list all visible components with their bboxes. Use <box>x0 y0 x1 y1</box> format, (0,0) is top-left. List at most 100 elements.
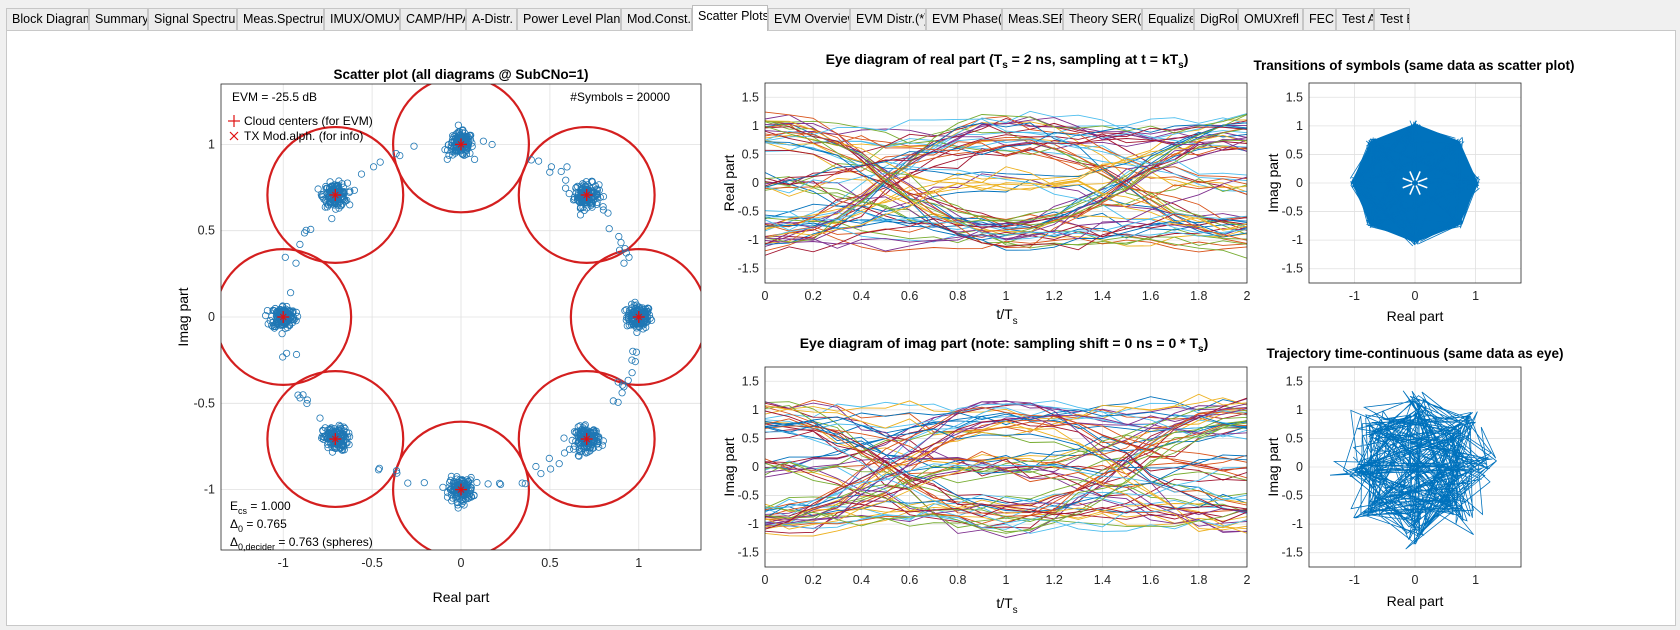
eye-real-xtick-label: 1.4 <box>1094 289 1111 303</box>
symbols-count: #Symbols = 20000 <box>570 90 670 104</box>
transitions-xtick-label: -1 <box>1349 289 1360 303</box>
tab-block-diagram[interactable]: Block Diagram* <box>6 8 89 30</box>
tab-evm-phase[interactable]: EVM Phase(*) <box>926 8 1002 30</box>
eye-real-xtick-label: 1 <box>1003 289 1010 303</box>
transitions-ytick-label: 1 <box>1296 119 1303 133</box>
eye-real-title: Eye diagram of real part (Ts = 2 ns, sam… <box>826 51 1189 71</box>
eye-real-ytick-label: 1.5 <box>742 90 759 104</box>
eye-imag-xtick-label: 1 <box>1003 573 1010 587</box>
tab-meas-ser[interactable]: Meas.SER* <box>1002 8 1063 30</box>
eye-real-xtick-label: 1.8 <box>1190 289 1207 303</box>
transitions-xtick-label: 0 <box>1412 289 1419 303</box>
eye-imag-xtick-label: 0.2 <box>805 573 822 587</box>
eye-real-xtick-label: 0 <box>762 289 769 303</box>
trajectory-xtick-label: -1 <box>1349 573 1360 587</box>
scatter-xtick-label: 0 <box>458 556 465 570</box>
scatter-ytick-label: 0 <box>208 310 215 324</box>
tab-omuxrefl[interactable]: OMUXrefl <box>1238 8 1303 30</box>
eye-real-ytick-label: 1 <box>752 119 759 133</box>
figure-canvas: -1 -0.5 0 0.5 1 -1 -0.5 0 0.5 1 Scatter plot (all… <box>7 31 1675 625</box>
scatter-plots-panel: -1 -0.5 0 0.5 1 -1 -0.5 0 0.5 1 Scatter plot (all… <box>6 30 1676 626</box>
eye-imag-xtick-label: 1.6 <box>1142 573 1159 587</box>
tab-test-a[interactable]: Test A <box>1336 8 1374 30</box>
scatter-title: Scatter plot (all diagrams @ SubCNo=1) <box>333 67 588 82</box>
eye-imag-xtick-label: 1.4 <box>1094 573 1111 587</box>
transitions-xlabel: Real part <box>1387 308 1444 324</box>
evm-readout: EVM = -25.5 dB <box>232 90 317 104</box>
scatter-ytick-label: 1 <box>208 137 215 151</box>
tab-power-level-plan[interactable]: Power Level Plan(*) <box>517 8 621 30</box>
eye-imag-xtick-label: 0 <box>762 573 769 587</box>
eye-imag-ytick-label: -0.5 <box>737 489 759 503</box>
trajectory-ylabel: Imag part <box>1265 437 1281 496</box>
trajectory-ytick-label: 1 <box>1296 403 1303 417</box>
tab-equalizer[interactable]: Equalizer <box>1142 8 1194 30</box>
tab-summary[interactable]: Summary <box>89 8 148 30</box>
tab-meas-spectrum[interactable]: Meas.Spectrum <box>237 8 324 30</box>
transitions-ytick-label: 0.5 <box>1286 147 1303 161</box>
eye-real-xtick-label: 0.4 <box>853 289 870 303</box>
eye-imag-ylabel: Imag part <box>721 437 737 496</box>
eye-imag-xlabel: t/Ts <box>996 595 1017 616</box>
scatter-legend: Cloud centers (for EVM) TX Mod.alph. (fo… <box>228 114 373 143</box>
trajectory-ytick-label: -0.5 <box>1281 489 1303 503</box>
trajectory-ytick-label: 1.5 <box>1286 374 1303 388</box>
trajectory-xtick-label: 1 <box>1472 573 1479 587</box>
transitions-title: Transitions of symbols (same data as sca… <box>1253 58 1574 73</box>
trajectory-ytick-label: 0 <box>1296 460 1303 474</box>
eye-imag-xtick-label: 1.8 <box>1190 573 1207 587</box>
transitions-ytick-label: -1.5 <box>1281 262 1303 276</box>
eye-real-ytick-label: 0 <box>752 176 759 190</box>
eye-real-ytick-label: -1 <box>748 233 759 247</box>
legend-tx-alphabet: TX Mod.alph. (for info) <box>244 129 363 143</box>
transitions-ytick-label: -1 <box>1292 233 1303 247</box>
tab-scatter-plots[interactable]: Scatter Plots* <box>692 5 768 31</box>
tab-camp-hpa[interactable]: CAMP/HPA <box>400 8 466 30</box>
trajectory-xtick-label: 0 <box>1412 573 1419 587</box>
trajectory-ytick-label: 0.5 <box>1286 431 1303 445</box>
eye-real-xtick-label: 0.2 <box>805 289 822 303</box>
scatter-ylabel: Imag part <box>175 287 191 346</box>
eye-imag-ytick-label: 1.5 <box>742 374 759 388</box>
tab-fec[interactable]: FEC <box>1303 8 1336 30</box>
trajectory-title: Trajectory time-continuous (same data as… <box>1266 346 1563 361</box>
eye-imag-title: Eye diagram of imag part (note: sampling… <box>800 335 1209 355</box>
tab-signal-spectrum[interactable]: Signal Spectrum <box>148 8 237 30</box>
tab-test-b[interactable]: Test B <box>1374 8 1410 30</box>
eye-real-ytick-label: -0.5 <box>737 205 759 219</box>
eye-imag-xtick-label: 0.4 <box>853 573 870 587</box>
transitions-xtick-label: 1 <box>1472 289 1479 303</box>
scatter-ytick-label: -0.5 <box>193 396 215 410</box>
eye-imag-ytick-label: -1 <box>748 517 759 531</box>
tab-theory-ser[interactable]: Theory SER(*) <box>1063 8 1142 30</box>
trajectory-ytick-label: -1.5 <box>1281 546 1303 560</box>
eye-real-xtick-label: 2 <box>1244 289 1251 303</box>
trajectory-plot: -1 0 1 -1.5 -1 -0.5 0 0.5 1 1.5 Trajectory time-c… <box>1265 346 1564 609</box>
eye-real-ylabel: Real part <box>721 154 737 211</box>
eye-imag-xtick-label: 0.8 <box>949 573 966 587</box>
tab-a-distr[interactable]: A-Distr. <box>466 8 517 30</box>
scatter-xtick-label: -1 <box>278 556 289 570</box>
tab-evm-distr[interactable]: EVM Distr.(*) <box>850 8 926 30</box>
eye-imag-ytick-label: 0 <box>752 460 759 474</box>
trajectory-ytick-label: -1 <box>1292 517 1303 531</box>
eye-real-ytick-label: 0.5 <box>742 147 759 161</box>
eye-real-xtick-label: 1.6 <box>1142 289 1159 303</box>
eye-real-xtick-label: 1.2 <box>1046 289 1063 303</box>
transitions-ylabel: Imag part <box>1265 153 1281 212</box>
scatter-ytick-label: 0.5 <box>198 224 215 238</box>
legend-cloud-centers: Cloud centers (for EVM) <box>244 114 373 128</box>
tab-mod-const[interactable]: Mod.Const.* <box>621 8 692 30</box>
transitions-ytick-label: 0 <box>1296 176 1303 190</box>
eye-imag-xtick-label: 0.6 <box>901 573 918 587</box>
tab-imux-omux[interactable]: IMUX/OMUX <box>324 8 400 30</box>
tab-evm-overview[interactable]: EVM Overview <box>768 8 850 30</box>
tab-digrof[interactable]: DigRoF <box>1194 8 1238 30</box>
eye-real-ytick-label: -1.5 <box>737 262 759 276</box>
transitions-ytick-label: -0.5 <box>1281 205 1303 219</box>
scatter-xlabel: Real part <box>433 589 490 605</box>
